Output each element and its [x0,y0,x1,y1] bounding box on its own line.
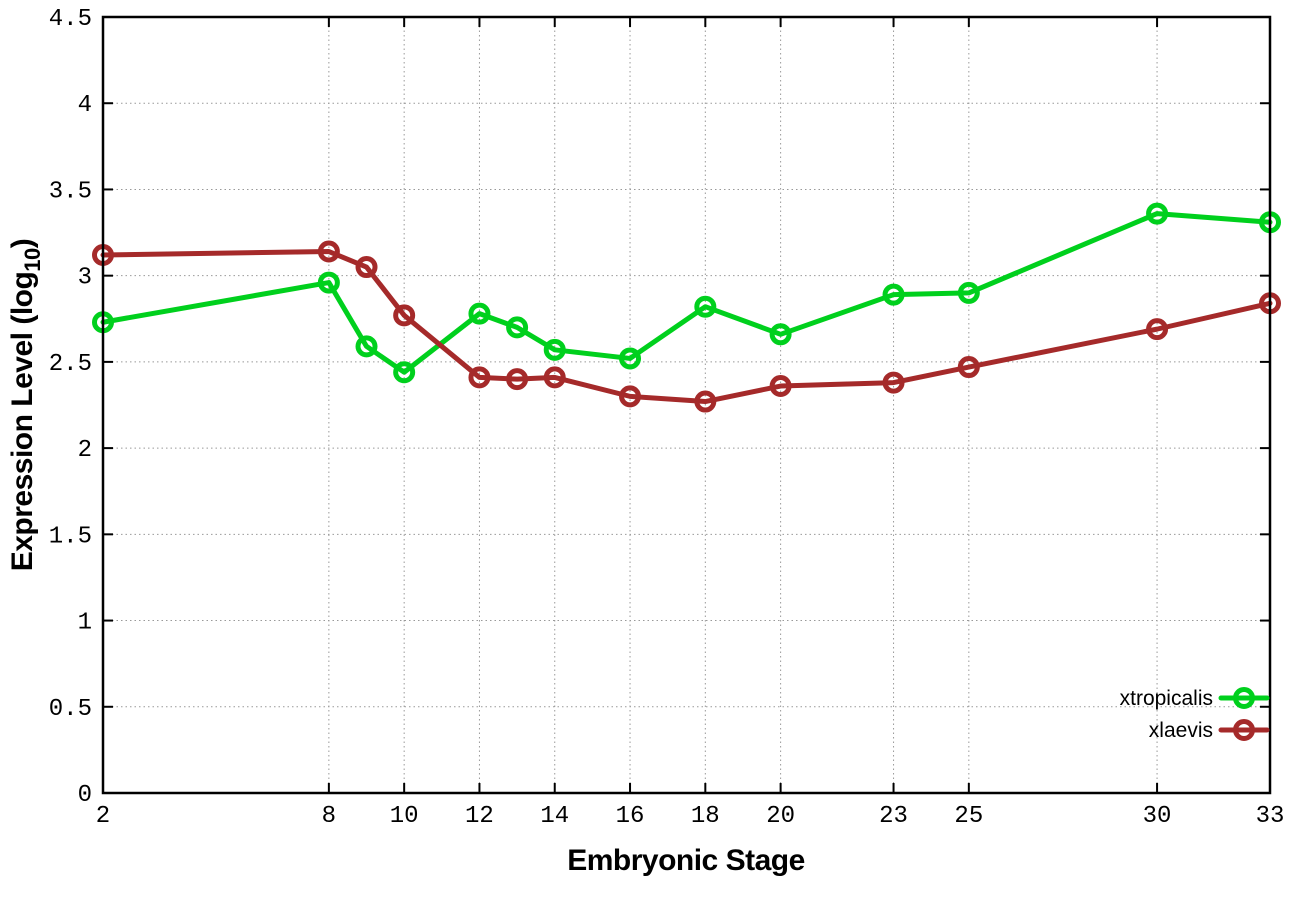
x-tick-label: 16 [616,803,645,830]
data-point-marker [769,375,792,398]
x-tick-label: 18 [691,803,720,830]
legend: xtropicalis xlaevis [1120,687,1270,742]
data-point-marker [957,356,980,379]
legend-marker-sample [1233,719,1255,741]
legend-label: xlaevis [1149,719,1213,742]
axis-titles: Embryonic Stage Expression Level (log10) [6,239,805,877]
series-line-xlaevis [100,249,1273,405]
x-tick-label: 14 [540,803,569,830]
data-point-marker [543,366,566,389]
data-point-marker [619,385,642,408]
y-tick-label: 3 [78,265,92,292]
plot-border [101,15,1272,795]
data-point-marker [468,302,491,325]
y-axis-title-suffix: ) [6,239,39,249]
data-point-marker [355,256,378,279]
data-point-marker [506,316,529,339]
plot-border-layer [101,15,1272,795]
y-tick-label: 2.5 [49,351,92,378]
data-point-marker [317,240,340,263]
x-tick-label: 10 [390,803,419,830]
data-point-marker [393,304,416,327]
x-tick-label: 20 [766,803,795,830]
data-point-marker [694,390,717,413]
y-tick-label: 0.5 [49,696,92,723]
y-axis-title-main: Expression Level (log [6,272,39,572]
y-axis-title-subscript: 10 [20,248,45,272]
y-tick-label: 4.5 [49,6,92,33]
y-tick-label: 4 [78,92,92,119]
legend-item-xtropicalis: xtropicalis [1120,687,1270,710]
y-tick-label: 1.5 [49,523,92,550]
x-tick-label: 33 [1256,803,1285,830]
data-point-marker [355,335,378,358]
legend-item-xlaevis: xlaevis [1149,719,1270,742]
data-point-marker [882,371,905,394]
data-point-marker [393,361,416,384]
data-series [92,202,1281,413]
series-line-xtropicalis [100,211,1273,375]
data-point-marker [882,283,905,306]
y-tick-label: 0 [78,782,92,809]
data-point-marker [1146,318,1169,341]
data-point-marker [769,323,792,346]
y-tick-label: 3.5 [49,178,92,205]
tick-labels: 2 8 10 12 14 16 18 20 23 25 30 33 0 0.5 1 1.5 2 2.5 3 3.5 4 4… [49,6,1285,830]
data-point-marker [694,295,717,318]
data-point-marker [543,338,566,361]
x-tick-label: 25 [954,803,983,830]
data-point-marker [468,366,491,389]
data-point-marker [506,368,529,391]
x-axis-title: Embryonic Stage [567,844,805,877]
legend-label: xtropicalis [1120,687,1213,710]
data-point-marker [619,347,642,370]
x-tick-label: 2 [96,803,110,830]
data-point-marker [957,281,980,304]
gridlines [102,16,1271,794]
x-tick-label: 8 [322,803,336,830]
axis-ticks [102,16,1271,794]
series-xtropicalis [92,202,1281,384]
data-point-marker [1146,202,1169,225]
y-axis-title: Expression Level (log10) [6,239,45,572]
x-tick-label: 23 [879,803,908,830]
y-tick-label: 2 [78,437,92,464]
x-tick-label: 30 [1143,803,1172,830]
data-point-marker [317,271,340,294]
legend-marker-sample [1233,687,1255,709]
series-xlaevis [92,240,1281,413]
y-tick-label: 1 [78,610,92,637]
x-tick-label: 12 [465,803,494,830]
